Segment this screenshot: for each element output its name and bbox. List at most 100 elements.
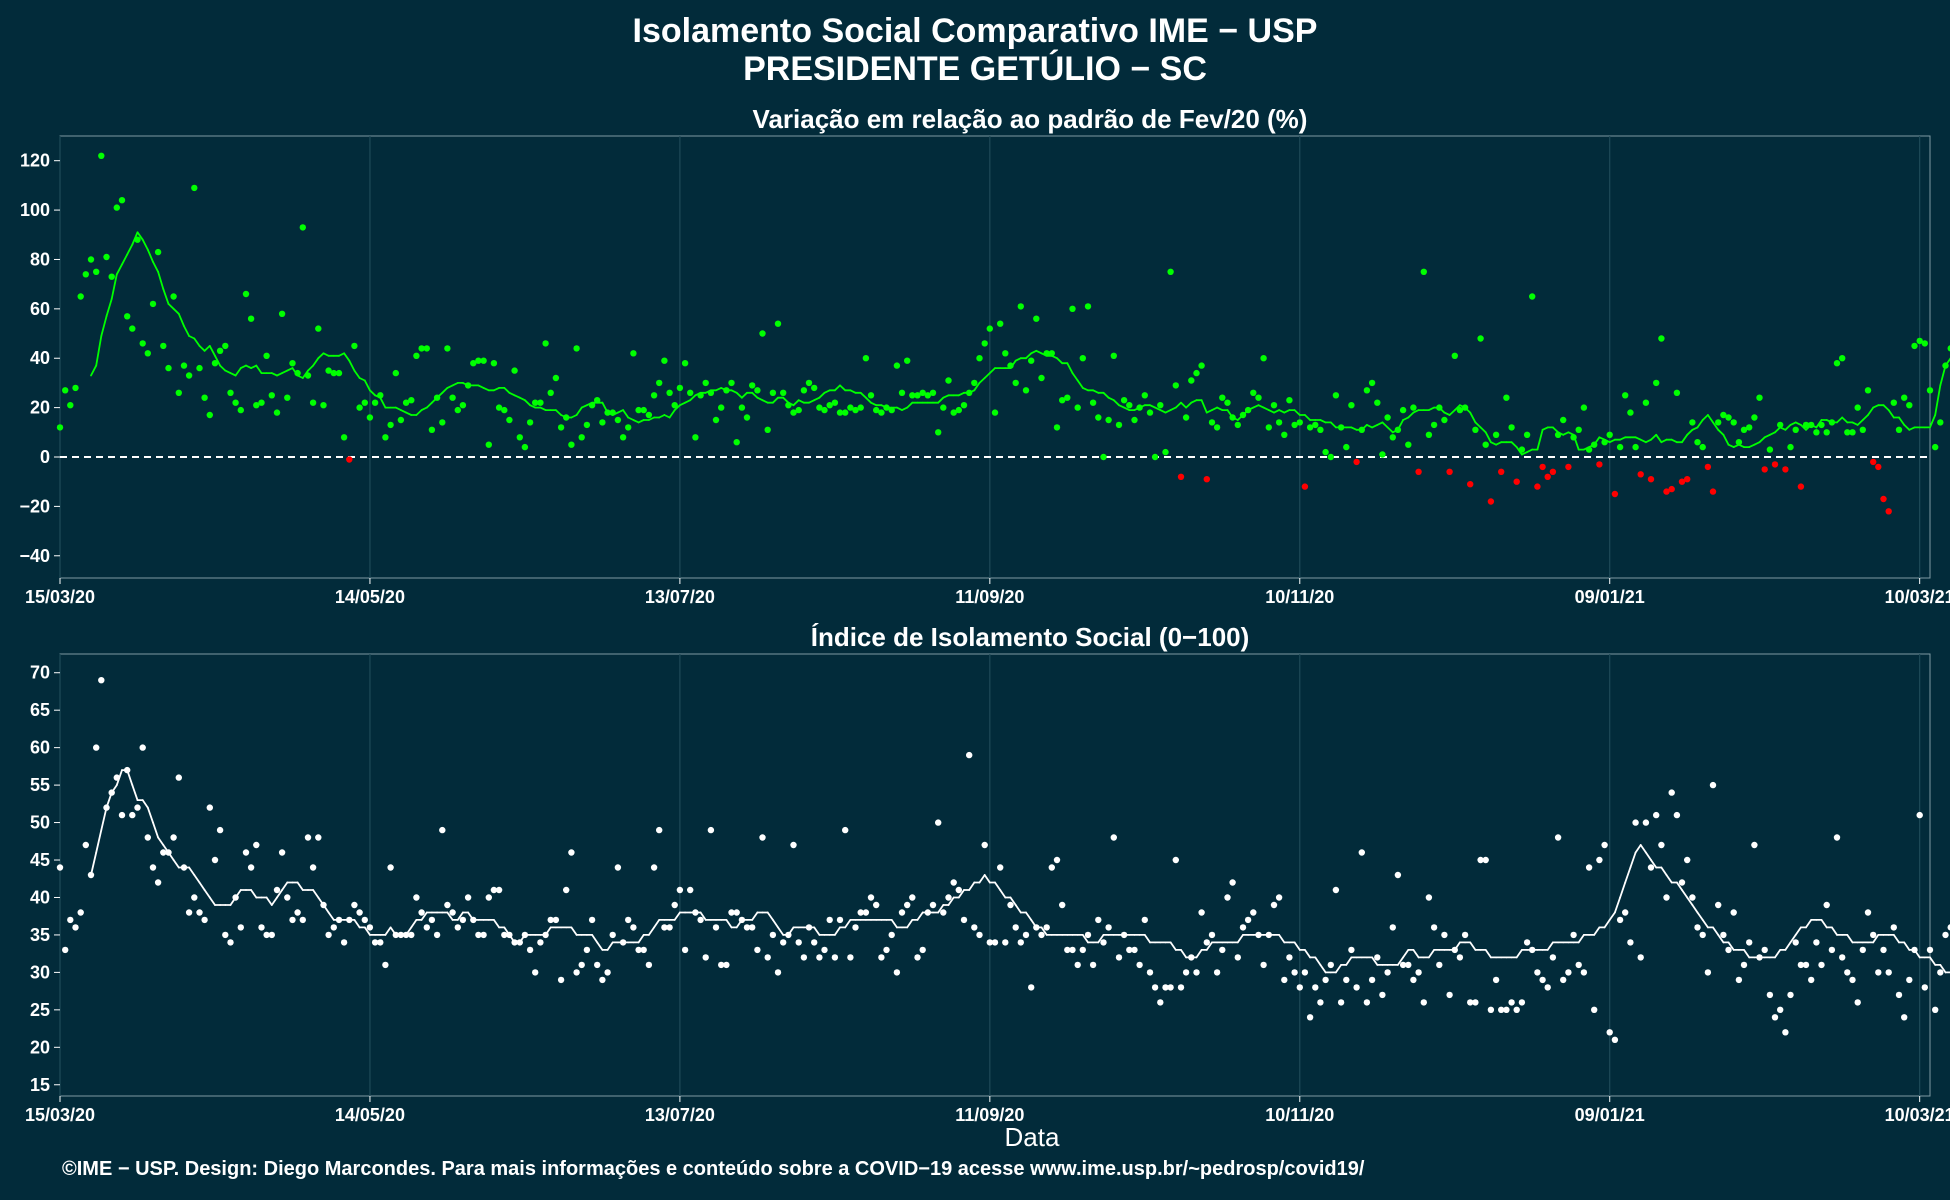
data-point bbox=[1317, 999, 1324, 1006]
data-point bbox=[1467, 999, 1474, 1006]
data-point bbox=[1694, 439, 1701, 446]
data-point bbox=[1890, 399, 1898, 406]
y-tick-label: 40 bbox=[30, 348, 50, 368]
data-point bbox=[1859, 426, 1867, 433]
moving-average-segment bbox=[208, 344, 216, 357]
data-point bbox=[997, 864, 1004, 871]
data-point bbox=[1611, 490, 1619, 498]
data-point bbox=[278, 310, 286, 317]
moving-average-segment bbox=[668, 409, 676, 419]
moving-average-segment bbox=[245, 364, 253, 370]
moving-average-segment bbox=[1546, 941, 1554, 951]
data-point bbox=[371, 939, 379, 946]
data-point bbox=[919, 946, 926, 954]
data-point bbox=[888, 931, 895, 939]
data-point bbox=[191, 894, 198, 901]
moving-average-segment bbox=[1681, 889, 1689, 899]
data-point bbox=[697, 392, 704, 399]
data-point bbox=[268, 392, 275, 399]
data-point bbox=[1492, 976, 1500, 984]
y-tick-label: 65 bbox=[30, 700, 50, 720]
moving-average-segment bbox=[839, 384, 847, 392]
data-point bbox=[351, 901, 358, 909]
moving-average-segment bbox=[575, 406, 583, 416]
data-point bbox=[1141, 392, 1149, 399]
data-point bbox=[1358, 849, 1366, 856]
data-point bbox=[976, 931, 983, 939]
data-point bbox=[986, 325, 993, 332]
data-point bbox=[1668, 485, 1675, 493]
moving-average-segment bbox=[343, 352, 351, 362]
data-point bbox=[1425, 894, 1433, 901]
data-point bbox=[1771, 1014, 1779, 1021]
data-point bbox=[650, 864, 658, 871]
data-point bbox=[284, 394, 291, 401]
moving-average-segment bbox=[1014, 357, 1022, 362]
data-point bbox=[268, 931, 275, 939]
data-point bbox=[1689, 894, 1696, 901]
data-point bbox=[495, 886, 503, 894]
data-point bbox=[506, 416, 513, 424]
moving-average-segment bbox=[198, 881, 206, 891]
data-point bbox=[1756, 394, 1763, 401]
data-point bbox=[1921, 340, 1929, 347]
x-tick-label: 14/05/20 bbox=[335, 587, 405, 607]
y-tick-label: −40 bbox=[19, 546, 50, 566]
moving-average-segment bbox=[1169, 941, 1177, 951]
moving-average-segment bbox=[477, 384, 485, 389]
data-point bbox=[1503, 394, 1510, 401]
data-point bbox=[490, 886, 498, 894]
moving-average-segment bbox=[456, 911, 464, 921]
data-point bbox=[1472, 426, 1479, 433]
data-point bbox=[315, 834, 322, 841]
moving-average-segment bbox=[152, 821, 160, 839]
data-point bbox=[77, 909, 84, 916]
data-point bbox=[1136, 961, 1143, 969]
panel-title: Índice de Isolamento Social (0−100) bbox=[811, 622, 1250, 652]
moving-average-segment bbox=[617, 409, 624, 414]
data-point bbox=[619, 939, 627, 946]
moving-average-segment bbox=[152, 260, 160, 273]
moving-average-segment bbox=[1908, 426, 1916, 431]
data-point bbox=[1766, 446, 1774, 453]
moving-average-segment bbox=[270, 896, 278, 906]
x-tick-label: 11/09/20 bbox=[955, 1105, 1024, 1125]
moving-average-segment bbox=[1371, 423, 1379, 429]
moving-average-segment bbox=[95, 335, 103, 367]
data-point bbox=[516, 939, 523, 946]
moving-average-segment bbox=[1056, 357, 1064, 365]
moving-average-segment bbox=[234, 367, 242, 377]
data-point bbox=[516, 434, 523, 441]
data-point bbox=[475, 357, 482, 364]
data-point bbox=[185, 909, 193, 916]
data-point bbox=[1570, 931, 1577, 939]
moving-average-segment bbox=[363, 926, 371, 936]
moving-average-segment bbox=[394, 406, 402, 412]
data-point bbox=[82, 271, 90, 278]
data-point bbox=[1074, 961, 1081, 969]
data-point bbox=[929, 901, 937, 909]
moving-average-segment bbox=[1081, 934, 1089, 944]
moving-average-segment bbox=[1794, 926, 1802, 936]
moving-average-segment bbox=[782, 396, 790, 404]
moving-average-segment bbox=[973, 381, 981, 392]
data-point bbox=[361, 399, 368, 406]
data-point bbox=[1059, 397, 1066, 404]
moving-average-segment bbox=[115, 263, 123, 276]
data-point bbox=[1028, 984, 1035, 991]
moving-average-segment bbox=[1887, 409, 1895, 419]
data-point bbox=[418, 909, 425, 916]
data-point bbox=[1260, 355, 1267, 362]
data-point bbox=[216, 347, 224, 354]
data-point bbox=[599, 419, 606, 426]
data-point bbox=[1022, 931, 1030, 939]
data-point bbox=[1704, 463, 1712, 471]
moving-average-segment bbox=[203, 889, 211, 899]
data-point bbox=[356, 909, 363, 916]
data-point bbox=[1115, 954, 1123, 961]
moving-average-segment bbox=[270, 372, 278, 377]
data-point bbox=[966, 389, 973, 396]
data-point bbox=[124, 766, 131, 774]
data-point bbox=[242, 290, 250, 298]
moving-average-segment bbox=[684, 399, 692, 404]
